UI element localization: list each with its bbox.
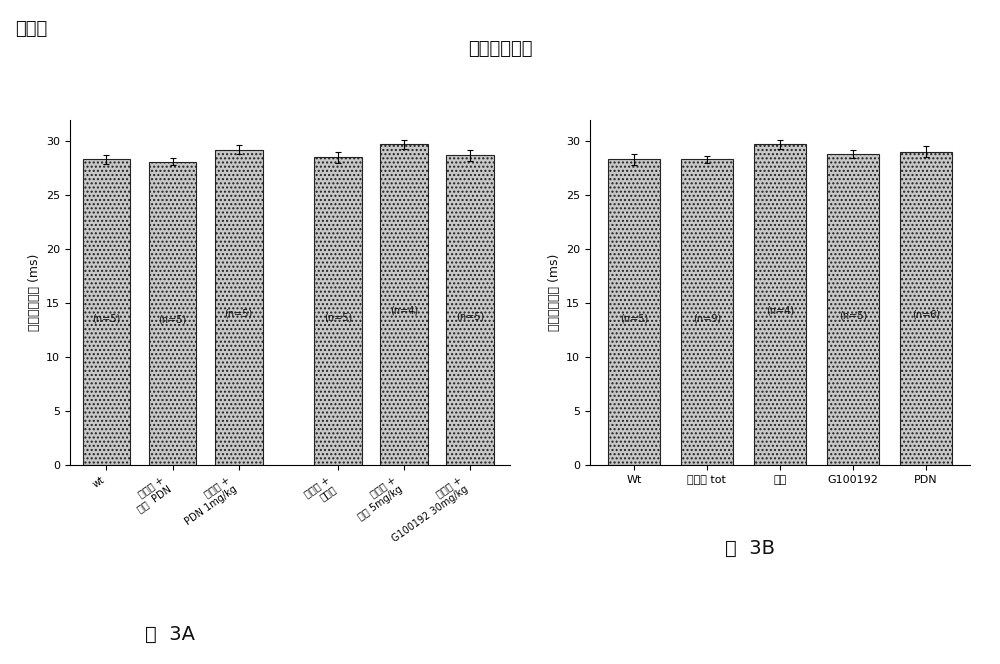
- Bar: [215, 149, 263, 465]
- Text: 图  3A: 图 3A: [145, 625, 195, 644]
- Text: 横隔膜: 横隔膜: [15, 20, 47, 38]
- Text: (n=4): (n=4): [390, 306, 418, 316]
- Text: 图  3B: 图 3B: [725, 539, 775, 558]
- Bar: [681, 159, 733, 465]
- Bar: [149, 161, 196, 465]
- Text: (n=9): (n=9): [693, 313, 721, 323]
- Text: (n=5): (n=5): [839, 311, 867, 321]
- Bar: [380, 144, 428, 465]
- Text: (n=5): (n=5): [92, 313, 121, 323]
- Y-axis label: 到峰値的时间 (ms): 到峰値的时间 (ms): [28, 254, 41, 331]
- Text: (n=5): (n=5): [620, 313, 648, 323]
- Bar: [314, 157, 362, 465]
- Bar: [446, 155, 494, 465]
- Bar: [754, 144, 806, 465]
- Y-axis label: 到峰値的时间 (ms): 到峰値的时间 (ms): [548, 254, 561, 331]
- Bar: [83, 159, 130, 465]
- Bar: [827, 154, 879, 465]
- Text: 到峰値的时间: 到峰値的时间: [468, 40, 532, 58]
- Text: (n=5): (n=5): [225, 309, 253, 319]
- Text: (n=6): (n=6): [912, 309, 940, 319]
- Text: (n=4): (n=4): [766, 306, 794, 316]
- Text: (n=5): (n=5): [158, 314, 187, 324]
- Bar: [900, 152, 952, 465]
- Bar: [608, 159, 660, 465]
- Text: (n=5): (n=5): [324, 312, 352, 322]
- Text: (n=5): (n=5): [456, 311, 484, 321]
